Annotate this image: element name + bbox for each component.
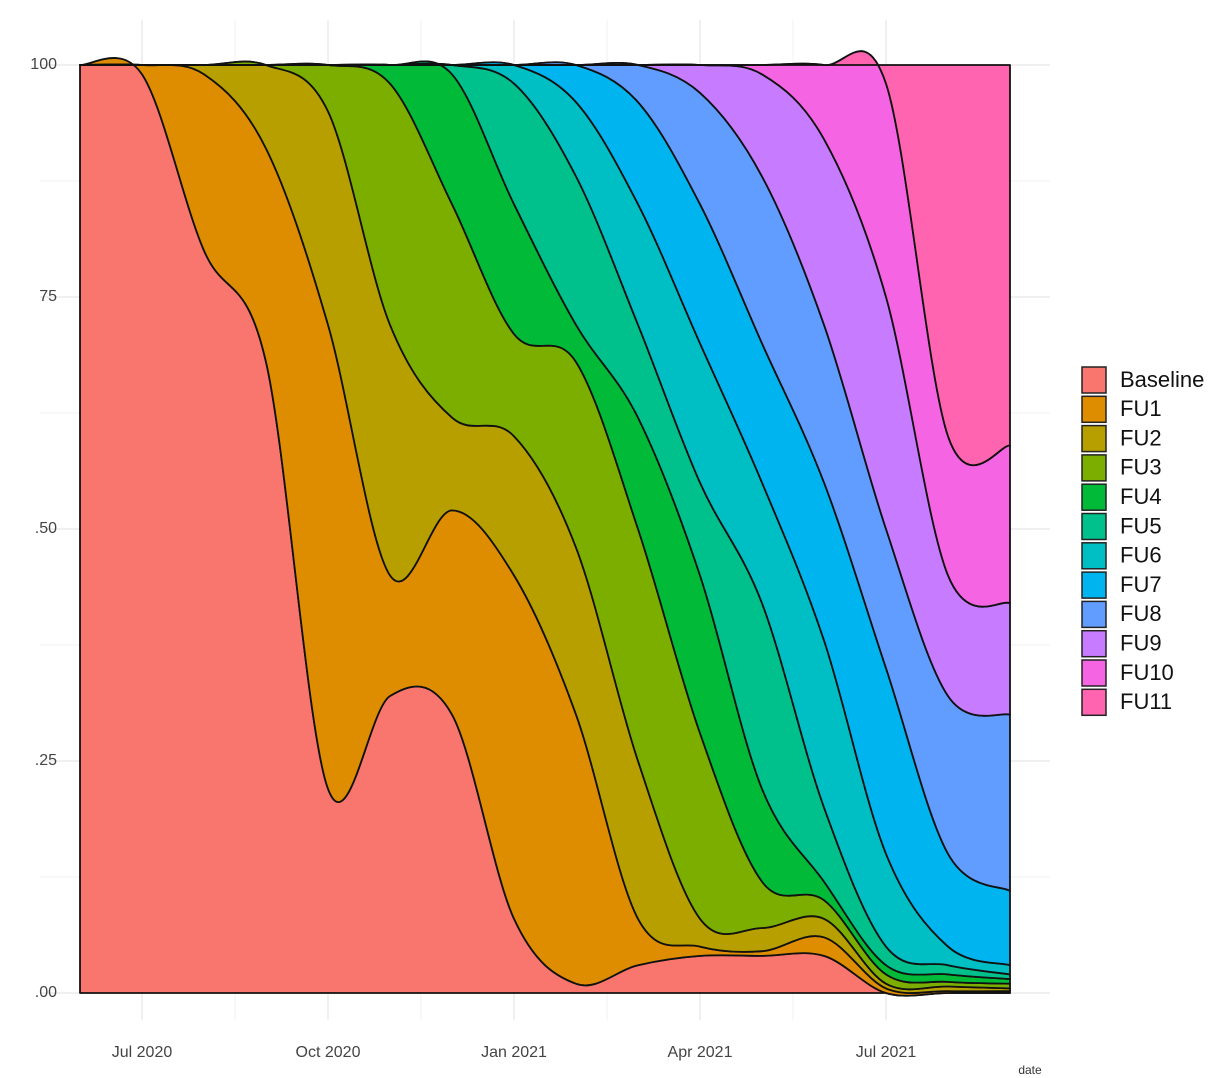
x-tick-label: Jul 2020: [112, 1044, 173, 1061]
legend-key: [1081, 688, 1107, 717]
legend-key: [1081, 629, 1107, 658]
legend-label: FU9: [1120, 631, 1162, 656]
x-tick-label: Jul 2021: [856, 1044, 917, 1061]
legend-key: [1081, 571, 1107, 599]
legend-key: [1081, 395, 1107, 424]
x-tick-label: Oct 2020: [296, 1044, 361, 1061]
legend-label: FU5: [1120, 513, 1162, 538]
legend-key: [1081, 600, 1107, 629]
legend-key: [1081, 454, 1107, 482]
legend-label: FU7: [1120, 572, 1162, 597]
legend-key: [1081, 366, 1107, 394]
legend-label: FU3: [1120, 455, 1162, 480]
x-axis-label: date: [1018, 1063, 1042, 1077]
legend-label: FU1: [1120, 396, 1162, 421]
y-tick-label: .00: [35, 984, 57, 1001]
legend-label: FU2: [1120, 425, 1162, 450]
legend-key: [1081, 659, 1107, 687]
legend-key: [1081, 483, 1107, 511]
y-tick-label: 100: [30, 56, 57, 73]
x-tick-label: Jan 2021: [481, 1044, 547, 1061]
y-tick-label: 75: [39, 288, 57, 305]
legend-label: FU8: [1120, 601, 1162, 626]
area: [79, 50, 1011, 466]
legend-label: FU10: [1120, 660, 1174, 685]
legend-key: [1081, 424, 1107, 453]
legend-label: FU11: [1120, 689, 1172, 714]
legend-label: FU4: [1120, 484, 1162, 509]
x-tick-label: Apr 2021: [668, 1044, 733, 1061]
y-tick-label: .50: [35, 520, 57, 537]
legend-label: Baseline: [1120, 367, 1204, 392]
legend-key: [1081, 542, 1107, 570]
legend-key: [1081, 512, 1107, 541]
legend-label: FU6: [1120, 543, 1162, 568]
y-tick-label: .25: [35, 752, 57, 769]
